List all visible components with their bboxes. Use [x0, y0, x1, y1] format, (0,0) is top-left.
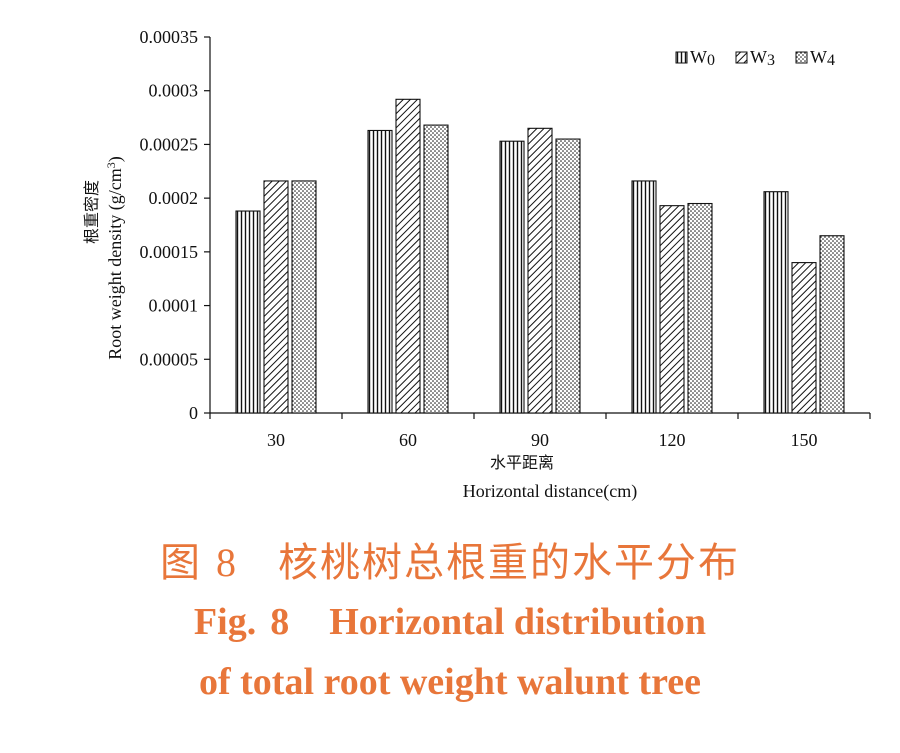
- bar-w3-30: [263, 180, 289, 414]
- x-tick-label: 30: [267, 430, 285, 450]
- x-tick-label: 60: [399, 430, 417, 450]
- bars: [235, 98, 845, 414]
- bar-w0-90: [499, 140, 525, 414]
- y-tick-label: 0.00025: [140, 134, 199, 154]
- legend: W0 W3 W4: [675, 47, 835, 69]
- bar-w0-30: [235, 210, 261, 414]
- bar-w4-120: [687, 202, 713, 414]
- y-tick-label: 0.00005: [140, 349, 199, 369]
- bar-w3-150: [791, 262, 817, 414]
- legend-label-w3: W3: [750, 47, 775, 69]
- y-tick-label: 0.0002: [149, 188, 199, 208]
- x-tick-label: 90: [531, 430, 549, 450]
- y-tick-label: 0.0001: [149, 296, 199, 316]
- caption-english-line2: of total root weight walunt tree: [199, 661, 701, 703]
- x-tick-label: 120: [659, 430, 686, 450]
- legend-label-w4: W4: [810, 47, 835, 69]
- y-tick-label: 0: [189, 403, 198, 423]
- x-axis-label-cn: 水平距离: [490, 453, 554, 472]
- y-axis: 0 0.00005 0.0001 0.00015 0.0002 0.00025 0.0003…: [140, 27, 211, 423]
- x-tick-label: 150: [791, 430, 818, 450]
- bar-w4-90: [555, 138, 581, 414]
- y-tick-label: 0.00035: [140, 27, 199, 47]
- y-axis-label-cn: 根重密度: [82, 180, 101, 244]
- caption-english-line1: Fig. 8 Horizontal distribution: [193, 601, 707, 643]
- y-tick-label: 0.0003: [149, 81, 199, 101]
- legend-swatch-w0: [675, 51, 688, 64]
- bar-w4-30: [291, 180, 317, 414]
- legend-swatch-w3: [735, 51, 748, 64]
- bar-w3-120: [659, 205, 685, 414]
- caption-chinese: 图 8 核桃树总根重的水平分布: [160, 540, 740, 585]
- bar-w3-90: [527, 127, 553, 414]
- x-axis-label-en: Horizontal distance(cm): [463, 481, 637, 502]
- x-axis: 30 60 90 120 150: [209, 412, 871, 450]
- bar-w0-60: [367, 129, 393, 414]
- bar-chart: 0 0.00005 0.0001 0.00015 0.0002 0.00025 0.0003…: [82, 27, 871, 502]
- y-axis-label-en: Root weight density (g/cm3): [104, 156, 126, 359]
- bar-w4-150: [819, 235, 845, 414]
- bar-w0-120: [631, 180, 657, 414]
- legend-swatch-w4: [795, 51, 808, 64]
- bar-w4-60: [423, 124, 449, 414]
- bar-w0-150: [763, 191, 789, 414]
- legend-label-w0: W0: [690, 47, 715, 69]
- bar-w3-60: [395, 98, 421, 414]
- y-tick-label: 0.00015: [140, 242, 199, 262]
